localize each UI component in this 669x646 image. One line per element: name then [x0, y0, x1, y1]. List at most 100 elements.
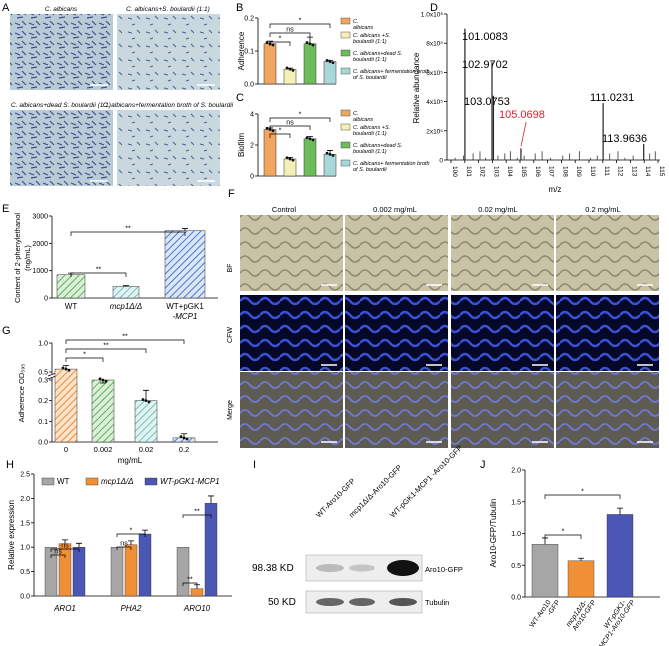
- significance-label: *: [581, 489, 584, 496]
- legend-label: boulardii (1:1): [353, 131, 387, 137]
- micrograph-albicans-boulardii: [117, 14, 220, 90]
- significance-bracket: [50, 548, 80, 552]
- significance-bracket: [50, 554, 66, 558]
- y-tick-label: 6x10⁵: [426, 70, 443, 77]
- legend-swatch: [340, 49, 351, 57]
- x-tick-label: 114: [644, 166, 651, 177]
- y-tick-label: 1.0: [511, 531, 521, 538]
- y-axis-title: Adherence: [237, 31, 246, 70]
- band-tubulin-lane2: [349, 598, 375, 606]
- x-tick-label: WT: [65, 302, 78, 311]
- panel-label-i: I: [253, 459, 256, 471]
- micrograph-albicans-fermentation-broth: [117, 110, 220, 186]
- panel-label-a: A: [2, 2, 10, 14]
- bar: [44, 547, 58, 597]
- micrograph-bf: [556, 215, 659, 291]
- chart-biofilm: 0 2 4 Biofilm * ns *: [237, 112, 337, 181]
- bar: [531, 544, 559, 598]
- data-point: [285, 66, 289, 70]
- peak-label: 111.0231: [590, 92, 634, 104]
- legend-label: C. albicans +S.: [353, 33, 390, 39]
- caption-albicans-dead-boulardii: C. albicans+dead S. boulardii (1:1): [11, 102, 111, 109]
- error-bar: [142, 529, 148, 535]
- error-bar: [123, 285, 129, 287]
- col-header-002: 0.02 mg/mL: [478, 205, 518, 214]
- data-point: [331, 154, 335, 157]
- legend-swatch: [340, 31, 351, 39]
- legend-label: C. albicans +S.: [353, 125, 390, 131]
- data-point: [64, 367, 68, 371]
- significance-bracket: [269, 133, 291, 138]
- legend-label: of S. boulardii: [353, 75, 387, 81]
- error-bar: [62, 539, 68, 544]
- x-tick-label: 0.002: [94, 445, 113, 454]
- y-tick-label: 2.0: [20, 496, 30, 503]
- x-tick-label: 115: [658, 166, 665, 177]
- panel-label-c: C: [236, 92, 244, 104]
- y-tick-label: 0.3: [38, 378, 48, 385]
- significance-label: *: [279, 36, 282, 43]
- bar: [138, 533, 152, 597]
- y-tick-label: 1.5: [20, 520, 30, 527]
- micrograph-bf: [240, 215, 343, 291]
- band-label-tubulin: Tubulin: [425, 598, 449, 607]
- significance-bracket: [65, 357, 104, 362]
- y-axis-title: Aro10-GFP/Tubulin: [489, 499, 498, 568]
- legend-swatch: [144, 477, 158, 486]
- y-tick-label: 0: [439, 158, 443, 165]
- legend-label: albicans: [353, 25, 373, 31]
- legend-label: C. albicans+ fermentation broth: [353, 69, 430, 75]
- legend-label: boulardii (1:1): [353, 57, 387, 63]
- chart-phenylethanol: 0 1000 2000 3000 Content of 2-phenylethanol(…: [13, 213, 218, 321]
- x-tick-label: ARO1: [53, 604, 76, 613]
- y-tick-label: 1000: [32, 268, 48, 275]
- micrograph-bf: [345, 215, 448, 291]
- peak-label: 102.9702: [462, 59, 508, 71]
- y-tick-label: 0.2: [38, 398, 48, 405]
- bar: [176, 547, 190, 597]
- col-header-control: Control: [272, 205, 297, 214]
- bar: [72, 547, 86, 597]
- legend-label: WT-pGK1-MCP1: [160, 477, 220, 486]
- y-tick-label: 0.5: [511, 563, 521, 570]
- bar: [56, 274, 86, 299]
- bar: [112, 286, 140, 299]
- significance-label: ns: [61, 543, 69, 550]
- x-tick-label: 101: [465, 166, 472, 177]
- error-bar: [143, 389, 149, 401]
- y-tick-label: 1.0x10⁶: [421, 12, 444, 19]
- y-tick-label: 0.5: [20, 569, 30, 576]
- micrograph-albicans-dead-boulardii: [10, 110, 113, 186]
- y-axis-title: Content of 2-phenylethanol: [13, 213, 22, 303]
- data-point: [325, 58, 329, 62]
- legend-label: boulardii (1:1): [353, 39, 387, 45]
- data-point: [288, 67, 292, 71]
- caption-albicans-boulardii: C. albicans+S. boulardii (1:1): [126, 6, 210, 13]
- row-label-bf: BF: [227, 264, 234, 273]
- x-tick-label: 108: [561, 166, 568, 177]
- data-point: [288, 157, 292, 161]
- x-tick-label: WT+pGK1: [166, 302, 204, 311]
- x-tick-label: 0.02: [139, 445, 154, 454]
- micrograph-cfw: [451, 295, 554, 371]
- y-tick-label: 2000: [32, 241, 48, 248]
- legend-label: boulardii (1:1): [353, 149, 387, 155]
- caption-albicans-fermentation: C. albicans+fermentation broth of S. bou…: [103, 102, 234, 109]
- bar: [303, 138, 317, 177]
- panel-label-b: B: [236, 2, 243, 14]
- peak-label: 113.9636: [602, 133, 647, 145]
- y-axis-title: Adherence OD₅₉₅: [17, 364, 26, 423]
- data-point: [311, 138, 315, 142]
- significance-label: *: [83, 352, 86, 359]
- micrograph-bf: [451, 215, 554, 291]
- y-tick-label: 2.5: [20, 472, 30, 479]
- panel-label-g: G: [2, 325, 11, 337]
- band-aro10-lane1: [316, 564, 344, 572]
- significance-bracket: [269, 23, 331, 28]
- significance-bracket: [182, 582, 198, 586]
- significance-bracket: [70, 272, 127, 277]
- y-tick-label: 3000: [32, 214, 48, 221]
- x-tick-label: 111: [603, 166, 610, 176]
- x-axis-title: mg/mL: [118, 456, 143, 465]
